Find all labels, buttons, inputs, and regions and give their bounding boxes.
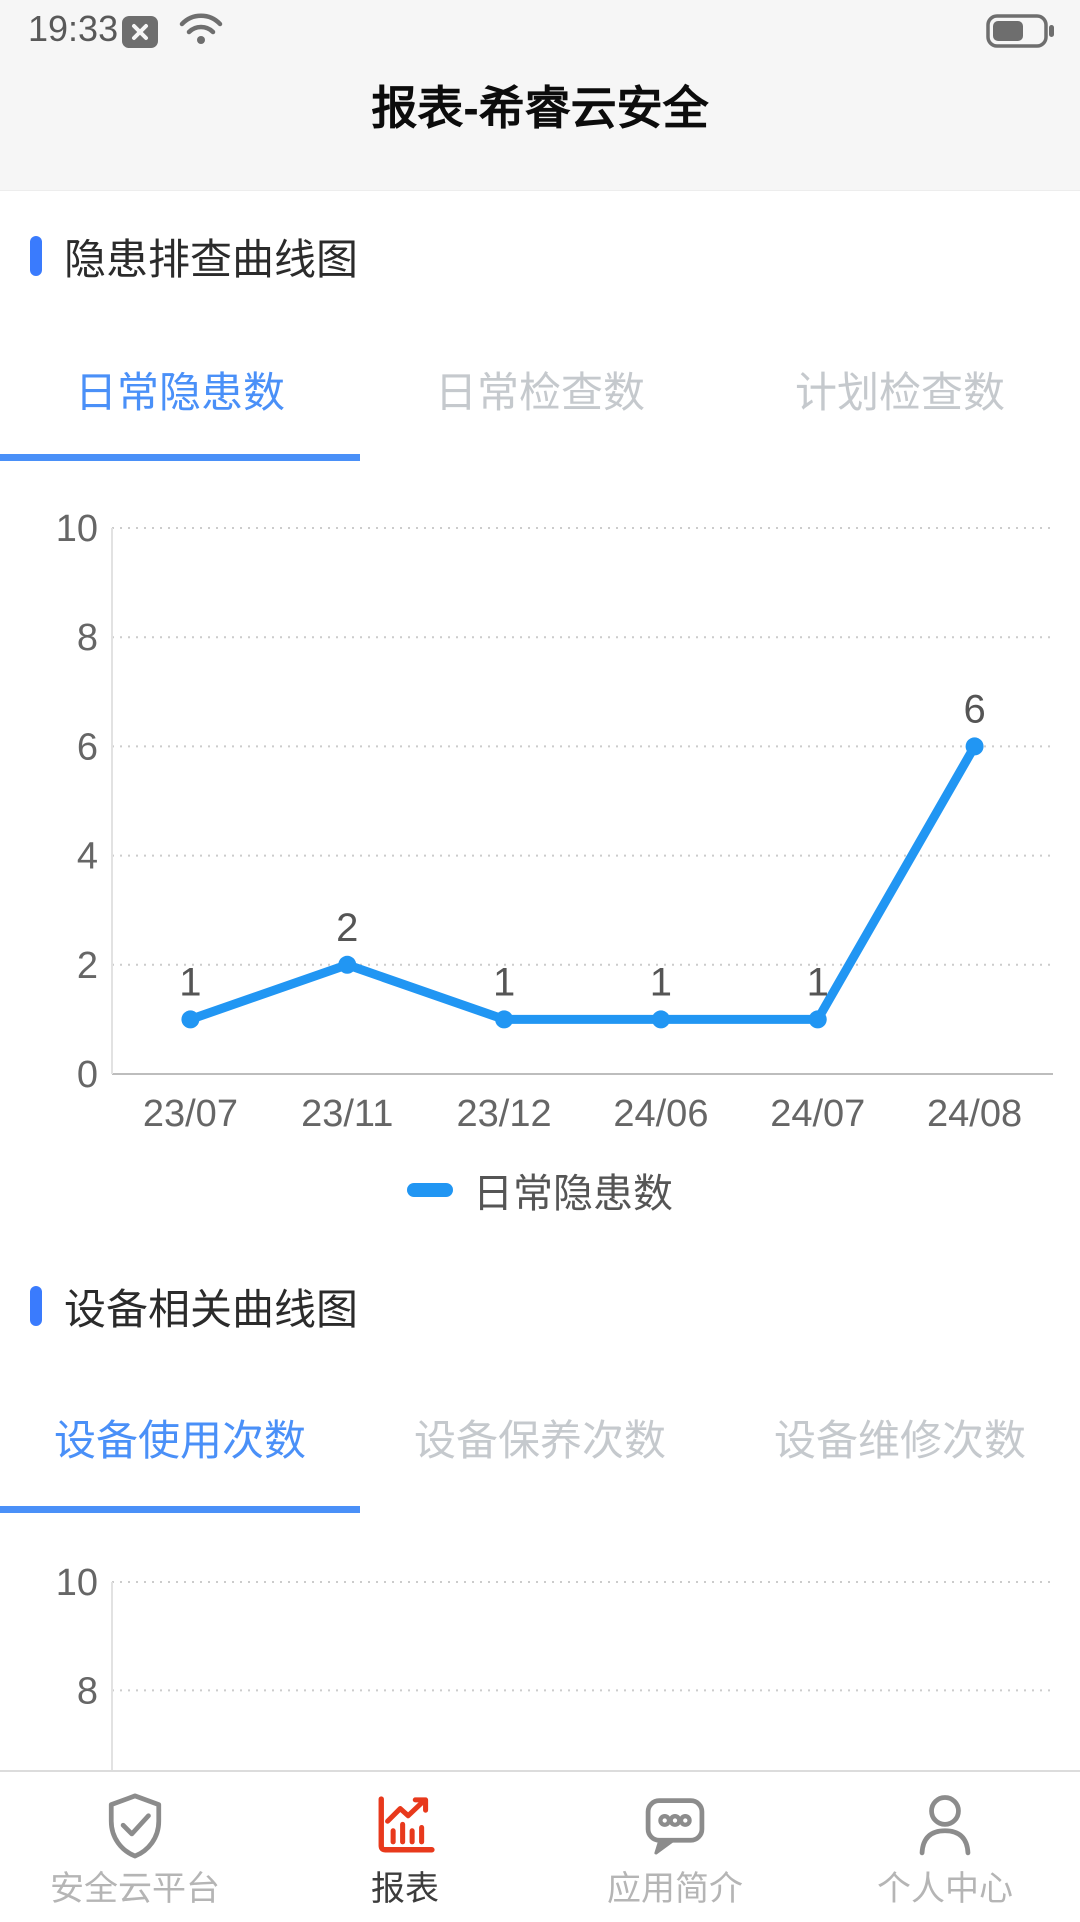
svg-text:6: 6	[963, 687, 985, 731]
section-title: 隐患排查曲线图	[64, 235, 359, 283]
svg-text:24/06: 24/06	[613, 1093, 708, 1135]
svg-text:10: 10	[56, 508, 98, 550]
chart-legend: 日常隐患数	[0, 1166, 1080, 1216]
svg-text:1: 1	[179, 960, 201, 1004]
section-marker	[30, 1286, 42, 1326]
nav-item-app-intro[interactable]: 应用简介	[540, 1772, 810, 1922]
device-tabs: 设备使用次数 设备保养次数 设备维修次数	[0, 1392, 1080, 1482]
tab-daily-hazard-count[interactable]: 日常隐患数	[74, 368, 285, 416]
report-chart-icon	[378, 1796, 435, 1853]
svg-text:23/07: 23/07	[143, 1093, 238, 1135]
tab-device-maintenance-count[interactable]: 设备保养次数	[413, 1416, 666, 1464]
status-time: 19:33	[28, 8, 119, 49]
legend-line-swatch	[407, 1183, 453, 1197]
svg-text:1: 1	[493, 960, 515, 1004]
active-tab-underline	[0, 454, 360, 461]
svg-text:8: 8	[77, 1670, 98, 1712]
person-icon	[919, 1795, 971, 1856]
wifi-icon	[179, 13, 223, 44]
legend-label: 日常隐患数	[473, 1172, 673, 1216]
nav-item-reports[interactable]: 报表	[270, 1772, 540, 1922]
no-sim-icon	[122, 16, 158, 48]
svg-text:2: 2	[336, 906, 358, 950]
svg-text:23/11: 23/11	[301, 1093, 393, 1135]
nav-item-security-cloud-platform[interactable]: 安全云平台	[0, 1772, 270, 1922]
section-marker	[30, 236, 42, 276]
svg-text:24/07: 24/07	[770, 1093, 865, 1135]
nav-label: 个人中心	[877, 1870, 1013, 1908]
chat-bubble-icon	[645, 1798, 705, 1855]
nav-label: 应用简介	[607, 1870, 743, 1908]
nav-label: 安全云平台	[50, 1870, 220, 1908]
svg-text:24/08: 24/08	[927, 1093, 1022, 1135]
tab-planned-inspection-count[interactable]: 计划检查数	[794, 368, 1005, 416]
bottom-navigation: 安全云平台 报表 应用简介 个人中心	[0, 1770, 1080, 1922]
page-title: 报表-希睿云安全	[371, 82, 709, 134]
device-line-chart-partial: 10 8	[56, 1562, 1053, 1770]
svg-text:0: 0	[77, 1054, 98, 1096]
tab-daily-inspection-count[interactable]: 日常检查数	[434, 368, 645, 416]
hazard-line-chart: 0 2 4 6 8 10 1 23/07 2 23/11 1 23/12 1 24/06 1 24/07 6 24…	[56, 508, 1053, 1135]
svg-text:1: 1	[650, 960, 672, 1004]
tab-device-usage-count[interactable]: 设备使用次数	[53, 1416, 306, 1464]
hazard-tabs: 日常隐患数 日常检查数 计划检查数	[0, 344, 1080, 434]
tab-device-repair-count[interactable]: 设备维修次数	[773, 1416, 1026, 1464]
svg-text:1: 1	[807, 960, 829, 1004]
svg-text:4: 4	[77, 836, 98, 878]
svg-text:6: 6	[77, 726, 98, 768]
shield-check-icon	[108, 1793, 162, 1859]
nav-label: 报表	[371, 1870, 439, 1908]
svg-text:10: 10	[56, 1562, 98, 1604]
svg-text:8: 8	[77, 617, 98, 659]
status-and-header-bar: 19:33 报表-希睿云安全	[0, 0, 1080, 191]
section-header-hazard: 隐患排查曲线图	[30, 232, 358, 283]
nav-item-personal-center[interactable]: 个人中心	[810, 1772, 1080, 1922]
active-tab-underline	[0, 1506, 360, 1513]
section-title: 设备相关曲线图	[64, 1285, 359, 1333]
section-header-device: 设备相关曲线图	[30, 1282, 358, 1333]
svg-text:23/12: 23/12	[457, 1093, 552, 1135]
svg-text:2: 2	[77, 945, 98, 987]
battery-icon	[986, 14, 1054, 48]
